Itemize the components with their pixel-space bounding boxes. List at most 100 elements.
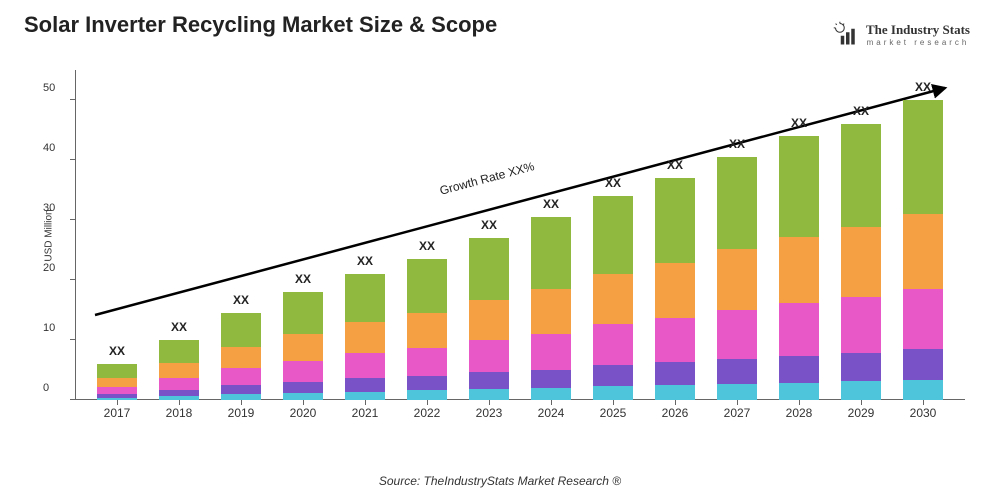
bar-group: XX — [717, 157, 757, 400]
bar-segment — [407, 313, 447, 348]
bar-segment — [531, 217, 571, 289]
bar-group: XX — [407, 259, 447, 400]
x-tick: 2023 — [476, 406, 503, 420]
gear-bars-icon — [832, 20, 860, 48]
logo-main-text: The Industry Stats — [866, 22, 970, 38]
x-tick: 2029 — [848, 406, 875, 420]
bar-group: XX — [469, 238, 509, 400]
bar-group: XX — [531, 217, 571, 400]
bar-value-label: XX — [543, 197, 559, 211]
bar-segment — [655, 178, 695, 263]
bar-segment — [655, 362, 695, 385]
bar-segment — [97, 364, 137, 378]
bar-segment — [345, 353, 385, 378]
bar-value-label: XX — [791, 116, 807, 130]
bar-segment — [221, 385, 261, 394]
bar-value-label: XX — [357, 254, 373, 268]
growth-rate-label: Growth Rate XX% — [438, 159, 536, 198]
bar-segment — [221, 347, 261, 369]
x-tick: 2018 — [166, 406, 193, 420]
bar-segment — [841, 353, 881, 382]
bar-group: XX — [841, 124, 881, 400]
bar-segment — [97, 387, 137, 394]
bar-group: XX — [655, 178, 695, 400]
bar-value-label: XX — [853, 104, 869, 118]
bar-group: XX — [221, 313, 261, 400]
bar-segment — [345, 378, 385, 391]
bar-segment — [159, 363, 199, 378]
bar-segment — [655, 318, 695, 362]
bar-segment — [407, 259, 447, 313]
y-axis-line — [75, 70, 76, 400]
chart-container: USD Million Growth Rate XX% 01020304050X… — [75, 70, 965, 430]
bar-segment — [717, 384, 757, 400]
bar-segment — [779, 136, 819, 237]
bar-segment — [903, 214, 943, 289]
bar-segment — [469, 238, 509, 300]
x-tick: 2028 — [786, 406, 813, 420]
source-text: Source: TheIndustryStats Market Research… — [0, 474, 1000, 488]
bar-segment — [345, 392, 385, 400]
bar-segment — [841, 124, 881, 227]
bar-segment — [97, 378, 137, 387]
x-axis-line — [75, 399, 965, 400]
bar-segment — [779, 303, 819, 356]
bar-value-label: XX — [419, 239, 435, 253]
bar-segment — [593, 196, 633, 274]
bar-value-label: XX — [171, 320, 187, 334]
bar-segment — [779, 237, 819, 303]
x-tick: 2020 — [290, 406, 317, 420]
bar-value-label: XX — [605, 176, 621, 190]
bar-value-label: XX — [295, 272, 311, 286]
bar-segment — [717, 359, 757, 384]
bar-segment — [903, 349, 943, 380]
bar-segment — [345, 274, 385, 322]
bar-group: XX — [593, 196, 633, 400]
bar-segment — [283, 361, 323, 382]
bar-segment — [903, 100, 943, 214]
page-title: Solar Inverter Recycling Market Size & S… — [24, 12, 497, 38]
bar-segment — [655, 263, 695, 318]
bar-group: XX — [903, 100, 943, 400]
bar-segment — [283, 292, 323, 334]
logo-sub-text: market research — [866, 38, 970, 47]
bar-segment — [407, 376, 447, 390]
bar-value-label: XX — [915, 80, 931, 94]
y-tick: 10 — [43, 322, 55, 334]
bar-value-label: XX — [729, 137, 745, 151]
bar-segment — [593, 324, 633, 365]
bar-segment — [779, 356, 819, 383]
bar-segment — [469, 389, 509, 400]
bar-value-label: XX — [233, 293, 249, 307]
bar-segment — [221, 313, 261, 347]
bar-value-label: XX — [667, 158, 683, 172]
growth-arrow — [75, 70, 965, 400]
bar-segment — [531, 289, 571, 334]
bar-segment — [903, 289, 943, 349]
bar-segment — [717, 310, 757, 359]
bar-segment — [469, 340, 509, 372]
y-axis-label: USD Million — [44, 209, 55, 261]
x-tick: 2022 — [414, 406, 441, 420]
bar-segment — [283, 334, 323, 361]
bar-value-label: XX — [109, 344, 125, 358]
x-tick: 2025 — [600, 406, 627, 420]
bar-segment — [903, 380, 943, 400]
bar-segment — [841, 381, 881, 400]
bar-segment — [717, 157, 757, 249]
bar-segment — [283, 382, 323, 393]
bar-group: XX — [345, 274, 385, 400]
bar-segment — [469, 372, 509, 389]
x-tick: 2024 — [538, 406, 565, 420]
bar-group: XX — [779, 136, 819, 400]
bar-segment — [841, 297, 881, 352]
bar-group: XX — [159, 340, 199, 400]
bar-group: XX — [283, 292, 323, 400]
y-tick: 30 — [43, 202, 55, 214]
x-tick: 2021 — [352, 406, 379, 420]
bar-segment — [841, 227, 881, 297]
brand-logo: The Industry Stats market research — [832, 20, 970, 48]
bar-segment — [407, 348, 447, 376]
bar-segment — [469, 300, 509, 340]
bar-segment — [531, 370, 571, 388]
